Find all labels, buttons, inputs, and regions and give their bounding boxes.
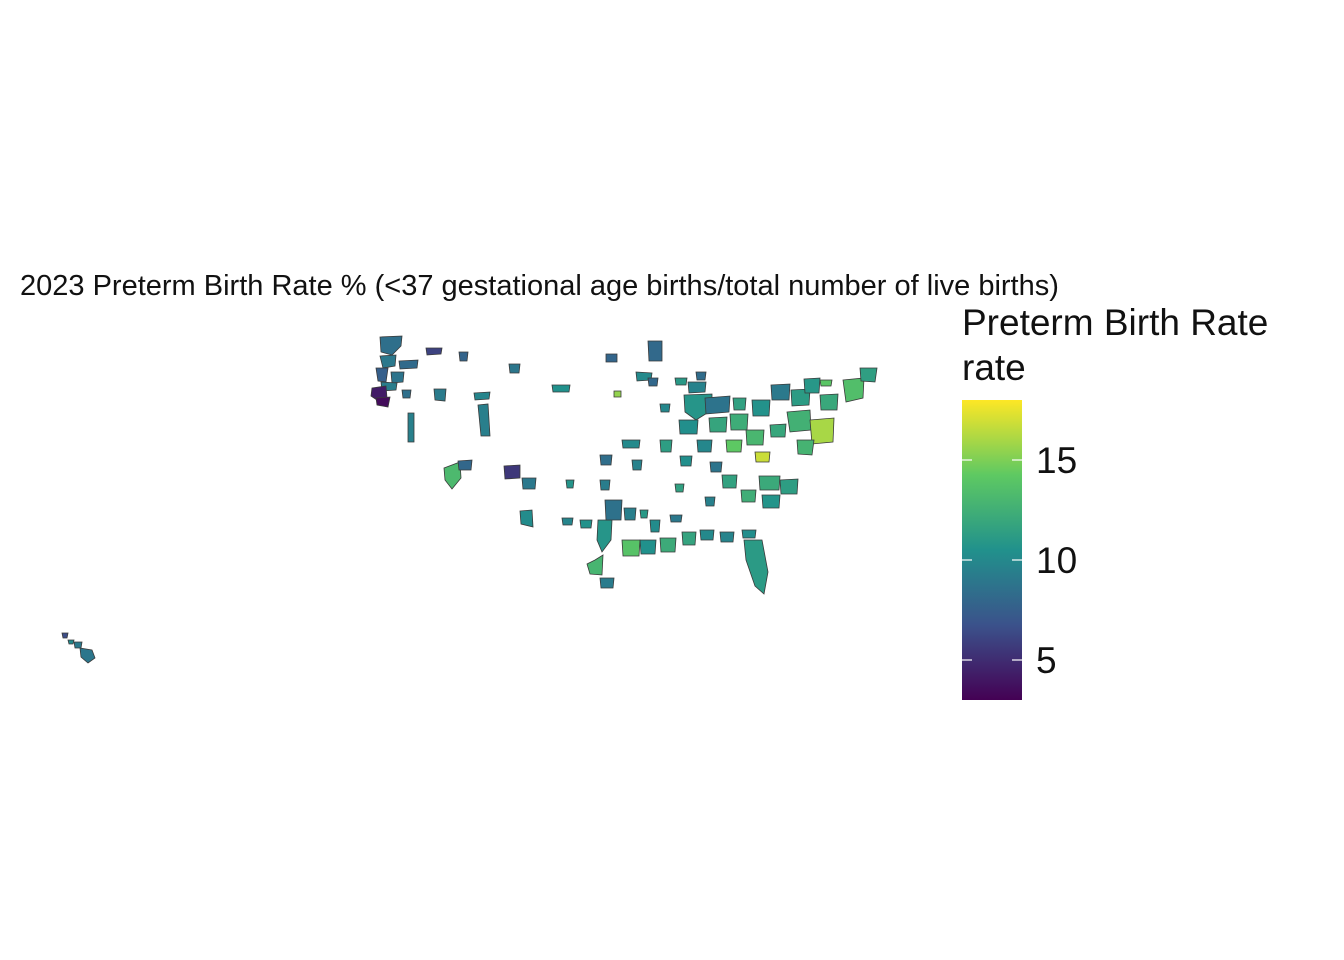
region-31	[659, 403, 671, 413]
region-77	[696, 439, 713, 453]
region-60	[659, 537, 677, 553]
region-43	[786, 409, 812, 433]
region-11	[407, 412, 415, 443]
region-86	[73, 641, 83, 649]
region-41	[859, 367, 878, 383]
region-49	[754, 451, 771, 463]
region-57	[719, 531, 735, 543]
region-51	[779, 478, 799, 495]
region-71	[579, 519, 593, 529]
region-65	[596, 519, 613, 553]
region-19	[605, 353, 618, 363]
region-47	[745, 429, 765, 446]
region-62	[621, 539, 641, 557]
region-84	[61, 632, 69, 639]
region-85	[67, 639, 75, 645]
region-80	[599, 479, 611, 491]
region-67	[623, 507, 637, 521]
region-36	[770, 383, 791, 401]
legend-title: Preterm Birth Rate rate	[962, 300, 1268, 390]
region-50	[758, 475, 781, 491]
region-70	[639, 509, 649, 519]
region-42	[819, 379, 833, 387]
region-20	[551, 384, 571, 393]
region-78	[679, 455, 693, 467]
region-79	[709, 461, 723, 473]
region-23	[508, 363, 521, 374]
region-76	[659, 439, 673, 453]
region-54	[740, 489, 757, 503]
region-18	[647, 340, 663, 362]
region-68	[649, 519, 661, 533]
region-75	[621, 439, 641, 449]
region-29	[732, 397, 747, 411]
region-61	[639, 539, 657, 555]
region-59	[681, 531, 697, 546]
regions-layer	[61, 335, 878, 664]
region-10	[401, 389, 412, 399]
region-83	[704, 496, 716, 507]
region-13	[457, 459, 473, 471]
map-title: 2023 Preterm Birth Rate % (<37 gestation…	[20, 270, 1059, 302]
region-38	[803, 377, 821, 394]
region-46	[769, 423, 787, 438]
region-64	[599, 577, 615, 589]
region-34	[729, 413, 749, 431]
region-73	[599, 454, 613, 466]
region-8	[425, 347, 443, 356]
region-81	[565, 479, 575, 489]
legend-tick-label-2: 15	[1036, 440, 1077, 481]
region-72	[561, 517, 574, 526]
region-4	[390, 371, 405, 384]
region-53	[721, 474, 738, 489]
region-74	[631, 459, 643, 471]
region-16	[519, 509, 534, 528]
region-39	[819, 393, 839, 411]
region-48	[725, 439, 743, 453]
region-56	[741, 529, 757, 539]
region-25	[674, 377, 688, 386]
region-58	[699, 529, 715, 541]
legend-colorbar: 5 10 15	[962, 400, 1077, 700]
legend-title-line1: Preterm Birth Rate	[962, 302, 1269, 343]
region-89	[695, 371, 707, 381]
region-17	[521, 477, 537, 490]
region-40	[842, 377, 865, 403]
region-30	[613, 390, 622, 398]
region-22	[477, 403, 491, 437]
region-66	[604, 499, 623, 521]
region-1	[379, 354, 397, 369]
region-21	[473, 391, 491, 401]
legend-tick-label-0: 5	[1036, 640, 1057, 681]
region-12	[443, 461, 462, 490]
region-26	[687, 381, 707, 394]
region-15	[503, 464, 521, 480]
region-55	[743, 539, 769, 595]
region-7	[375, 396, 391, 408]
region-52	[761, 494, 781, 509]
legend-title-line2: rate	[962, 347, 1026, 388]
region-3	[375, 367, 389, 383]
legend-tick-label-1: 10	[1036, 540, 1077, 581]
region-82	[674, 483, 685, 493]
region-0	[379, 335, 403, 356]
region-32	[678, 419, 699, 435]
region-2	[398, 359, 419, 370]
region-87	[79, 647, 96, 664]
region-35	[751, 399, 771, 417]
colorbar	[962, 400, 1022, 700]
region-63	[586, 554, 604, 576]
region-45	[796, 439, 815, 456]
region-69	[669, 514, 683, 523]
region-88	[647, 377, 659, 387]
region-28	[704, 395, 731, 415]
region-44	[809, 417, 835, 445]
region-9	[458, 351, 469, 362]
region-14	[433, 388, 447, 402]
region-33	[708, 416, 728, 433]
